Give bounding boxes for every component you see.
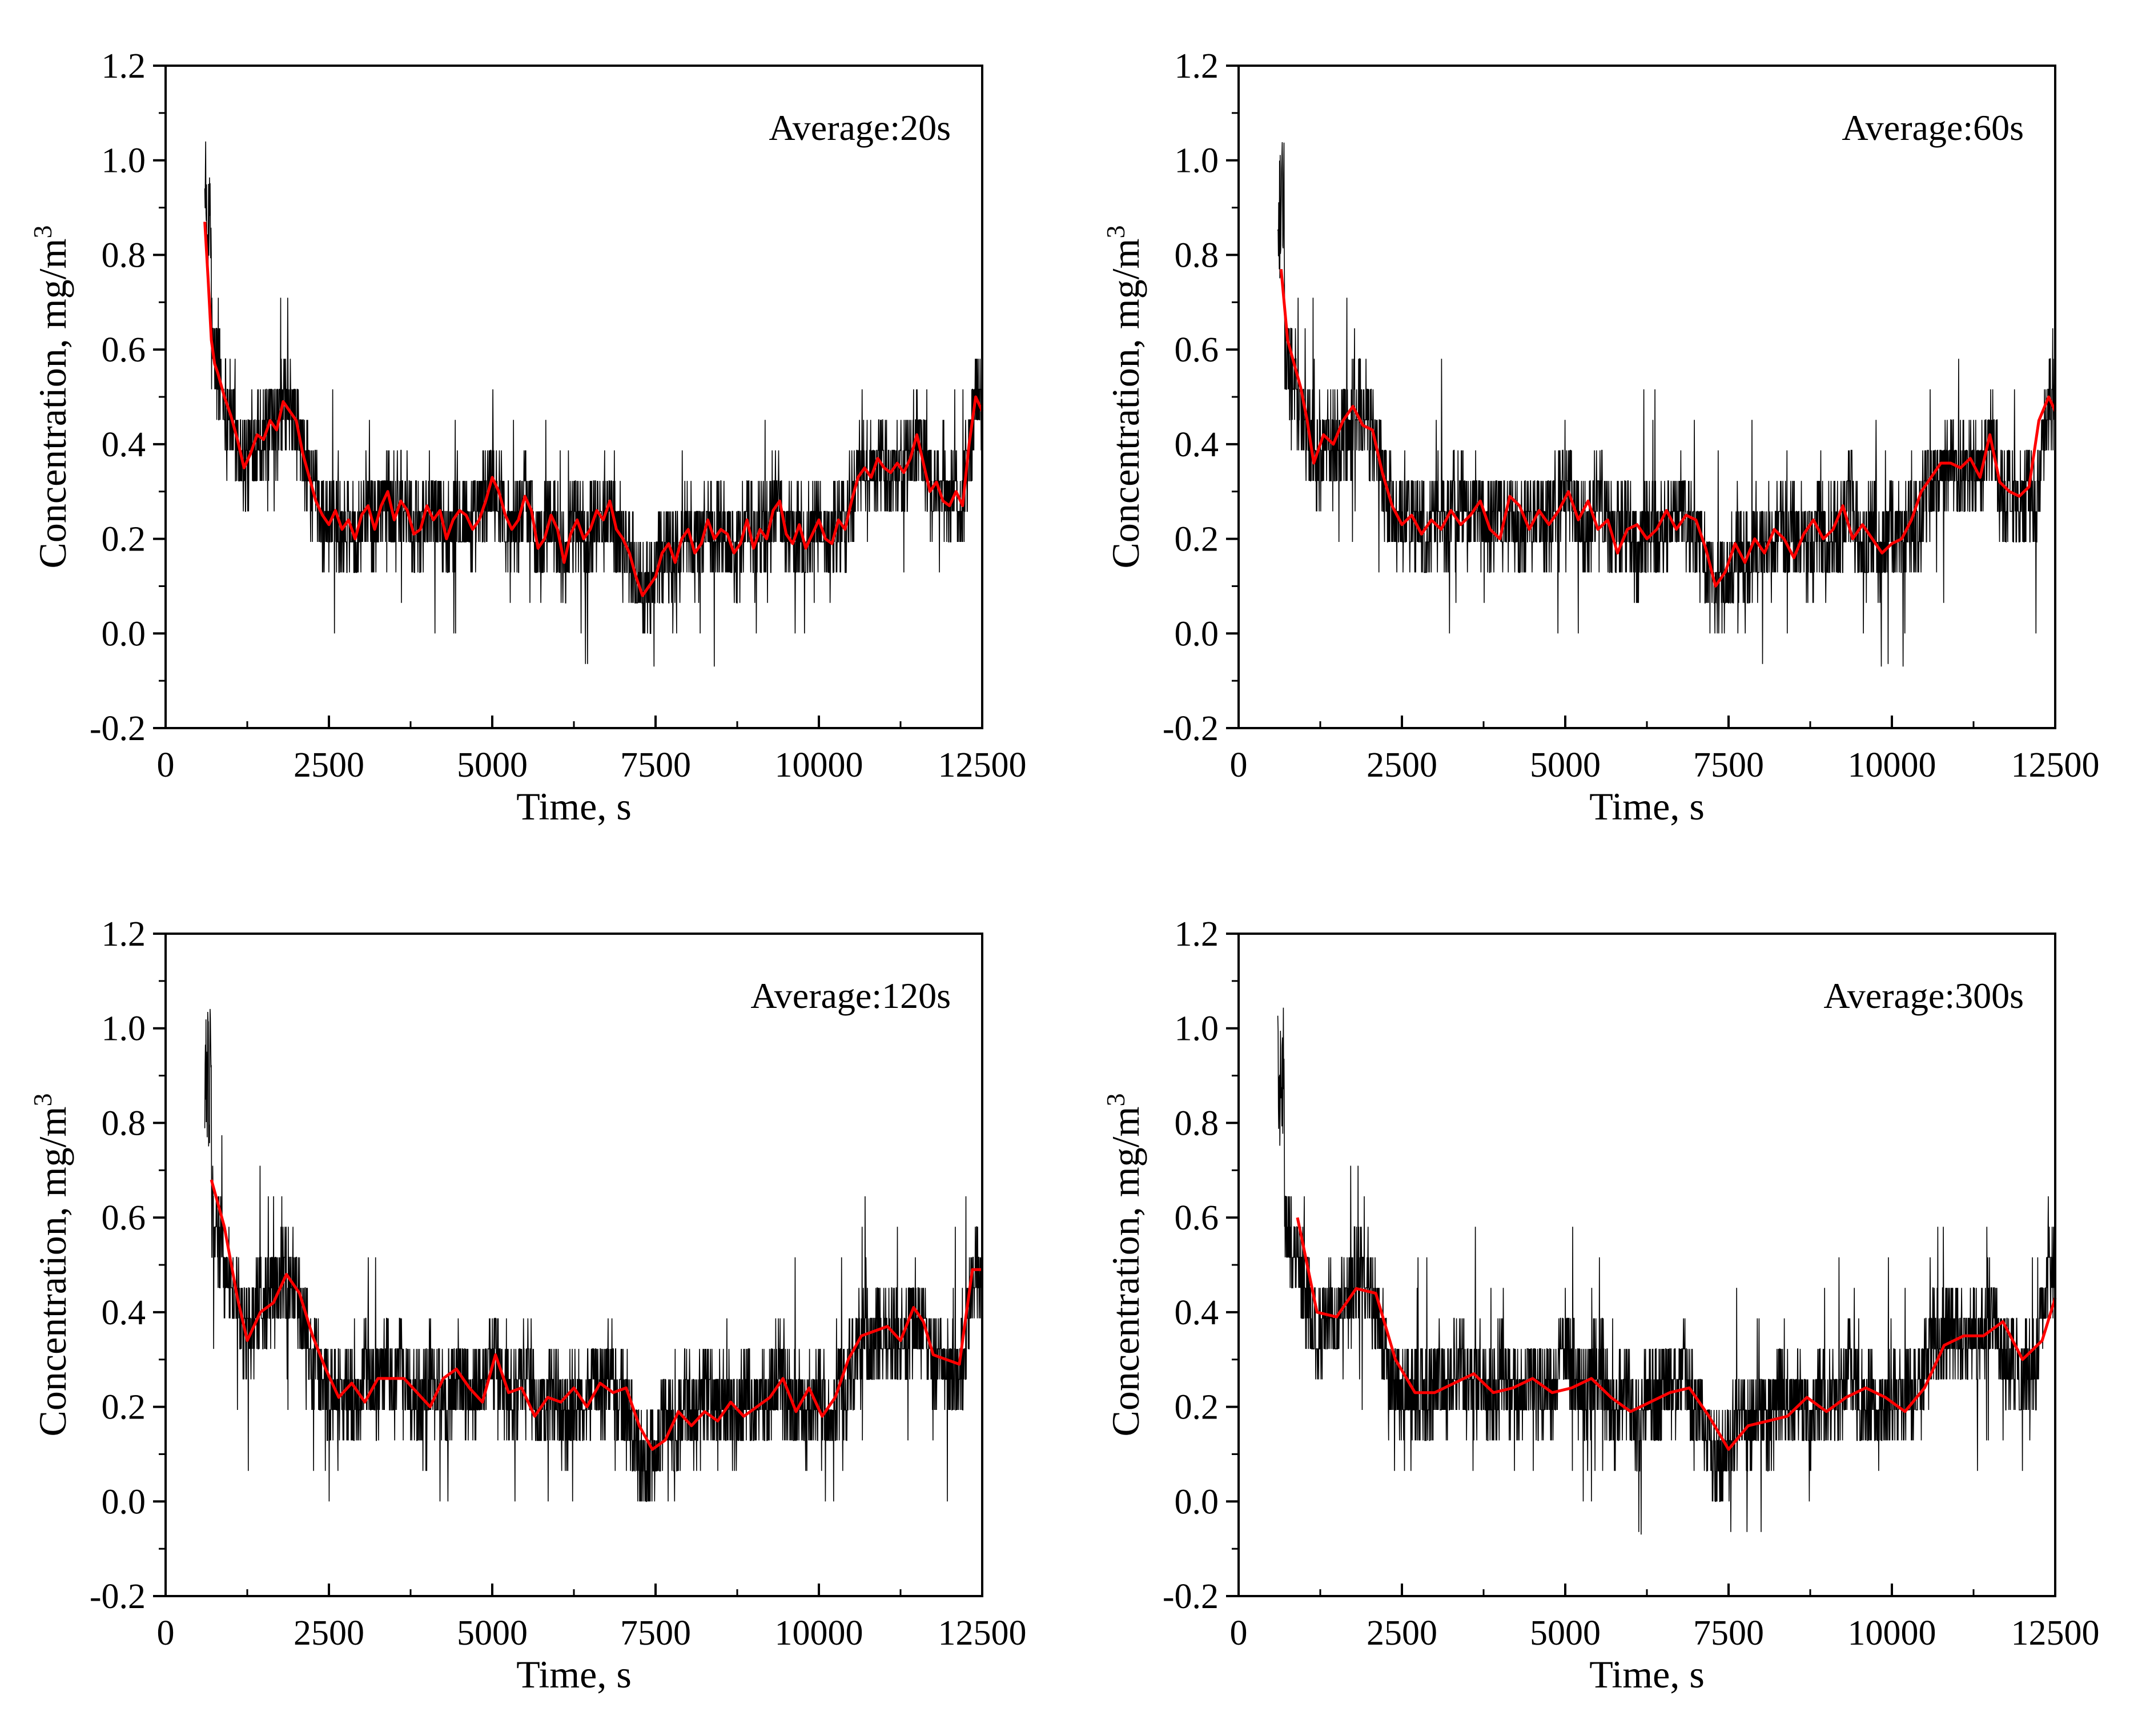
raw-signal-line	[204, 141, 983, 667]
y-tick-label: 0.8	[1175, 1104, 1219, 1143]
x-tick-label: 2500	[294, 1614, 364, 1653]
x-tick-label: 10000	[775, 1614, 863, 1653]
y-axis-title: Concentration, mg/m3	[1101, 1094, 1148, 1437]
y-tick-label: 0.2	[102, 520, 146, 559]
x-tick-label: 7500	[620, 746, 691, 785]
average-annotation: Average:120s	[750, 975, 951, 1016]
y-axis-title: Concentration, mg/m3	[1101, 226, 1148, 569]
y-tick-label: 0.2	[102, 1388, 146, 1427]
x-tick-label: 12500	[938, 1614, 1027, 1653]
y-tick-label: 1.2	[1175, 915, 1219, 954]
y-tick-label: 0.8	[102, 236, 146, 275]
y-tick-label: 0.4	[1175, 1293, 1219, 1332]
y-tick-label: 1.0	[1175, 142, 1219, 180]
y-tick-label: 0.0	[1175, 614, 1219, 653]
y-tick-label: 0.6	[102, 1199, 146, 1237]
x-tick-label: 5000	[457, 746, 528, 785]
y-tick-label: 1.0	[102, 1010, 146, 1048]
average-series-line	[203, 222, 984, 597]
x-axis-title: Time, s	[1589, 785, 1705, 828]
x-tick-label: 12500	[2011, 746, 2100, 785]
x-tick-label: 7500	[1693, 746, 1764, 785]
y-tick-label: 1.0	[102, 142, 146, 180]
y-tick-label: 0.4	[102, 1293, 146, 1332]
chart-panel-average-20s: 0 2500 5000 7500 10000 12500 -0.2 0.0 0.2 0.4 0.6 0…	[28, 47, 1027, 828]
x-tick-label: 0	[157, 1614, 175, 1653]
x-tick-label: 7500	[1693, 1614, 1764, 1653]
x-tick-label: 5000	[457, 1614, 528, 1653]
y-tick-label: 0.4	[1175, 425, 1219, 464]
average-series-line	[210, 1179, 982, 1451]
y-tick-label: -0.2	[90, 1577, 146, 1616]
raw-signal-line	[1277, 142, 2056, 667]
y-tick-label: 0.0	[102, 614, 146, 653]
raw-signal-line	[204, 1008, 983, 1502]
x-tick-label: 5000	[1530, 1614, 1601, 1653]
x-tick-label: 12500	[2011, 1614, 2100, 1653]
x-axis-title: Time, s	[516, 785, 632, 828]
y-tick-label: -0.2	[1163, 1577, 1219, 1616]
y-tick-label: 0.2	[1175, 1388, 1219, 1427]
y-tick-label: 0.8	[102, 1104, 146, 1143]
y-tick-label: 1.2	[1175, 47, 1219, 86]
y-tick-label: 0.2	[1175, 520, 1219, 559]
y-tick-label: 0.0	[1175, 1482, 1219, 1521]
y-tick-label: -0.2	[90, 709, 146, 748]
y-tick-label: -0.2	[1163, 709, 1219, 748]
y-tick-label: 0.6	[1175, 1199, 1219, 1237]
average-series-line	[1296, 1217, 2057, 1451]
x-tick-label: 0	[1230, 1614, 1248, 1653]
y-tick-label: 0.6	[102, 331, 146, 369]
raw-signal-line	[1277, 1007, 2056, 1535]
y-axis-title: Concentration, mg/m3	[28, 226, 75, 569]
y-tick-label: 0.0	[102, 1482, 146, 1521]
y-tick-label: 0.4	[102, 425, 146, 464]
x-tick-label: 2500	[1367, 746, 1437, 785]
y-tick-label: 1.0	[1175, 1010, 1219, 1048]
y-tick-label: 0.8	[1175, 236, 1219, 275]
x-tick-label: 2500	[1367, 1614, 1437, 1653]
x-axis-title: Time, s	[516, 1653, 632, 1696]
average-annotation: Average:60s	[1842, 107, 2024, 148]
average-annotation: Average:20s	[769, 107, 951, 148]
average-annotation: Average:300s	[1823, 975, 2024, 1016]
x-tick-label: 5000	[1530, 746, 1601, 785]
x-tick-label: 0	[1230, 746, 1248, 785]
x-tick-label: 0	[157, 746, 175, 785]
x-tick-label: 12500	[938, 746, 1027, 785]
x-tick-label: 10000	[775, 746, 863, 785]
y-axis-title: Concentration, mg/m3	[28, 1094, 75, 1437]
x-tick-label: 7500	[620, 1614, 691, 1653]
x-tick-label: 2500	[294, 746, 364, 785]
y-tick-label: 1.2	[102, 47, 146, 86]
x-axis-title: Time, s	[1589, 1653, 1705, 1696]
chart-panel-average-300s: 0 2500 5000 7500 10000 12500 -0.2 0.0 0.2 0.4 0.6 0…	[1101, 915, 2100, 1696]
average-series-line	[1279, 269, 2057, 588]
y-tick-label: 1.2	[102, 915, 146, 954]
x-tick-label: 10000	[1848, 1614, 1936, 1653]
x-tick-label: 10000	[1848, 746, 1936, 785]
y-tick-label: 0.6	[1175, 331, 1219, 369]
chart-panel-average-120s: 0 2500 5000 7500 10000 12500 -0.2 0.0 0.2 0.4 0.6 0…	[28, 915, 1027, 1696]
chart-panel-average-60s: 0 2500 5000 7500 10000 12500 -0.2 0.0 0.2 0.4 0.6 0…	[1101, 47, 2100, 828]
